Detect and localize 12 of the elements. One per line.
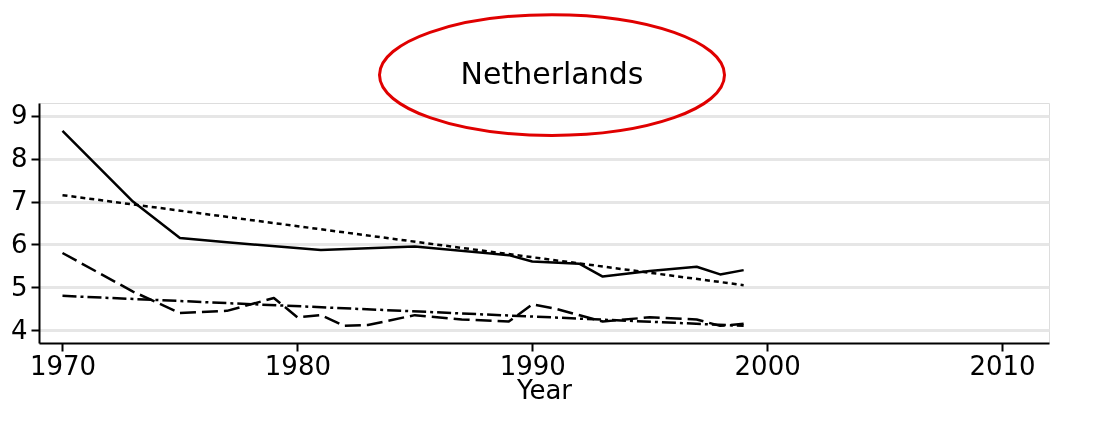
x-axis-title: Year <box>515 374 573 405</box>
y-tick-label: 5 <box>10 271 28 302</box>
y-tick-label: 6 <box>10 228 28 259</box>
y-tick-label: 9 <box>10 100 28 131</box>
chart-title: Netherlands <box>460 56 644 91</box>
x-tick-label: 2010 <box>969 350 1036 381</box>
y-tick-label: 4 <box>10 314 28 345</box>
y-tick-label: 8 <box>10 143 28 174</box>
y-tick-label: 7 <box>10 186 28 217</box>
x-tick-label: 1980 <box>264 350 331 381</box>
x-tick-label: 2000 <box>734 350 801 381</box>
x-tick-label: 1970 <box>29 350 97 381</box>
